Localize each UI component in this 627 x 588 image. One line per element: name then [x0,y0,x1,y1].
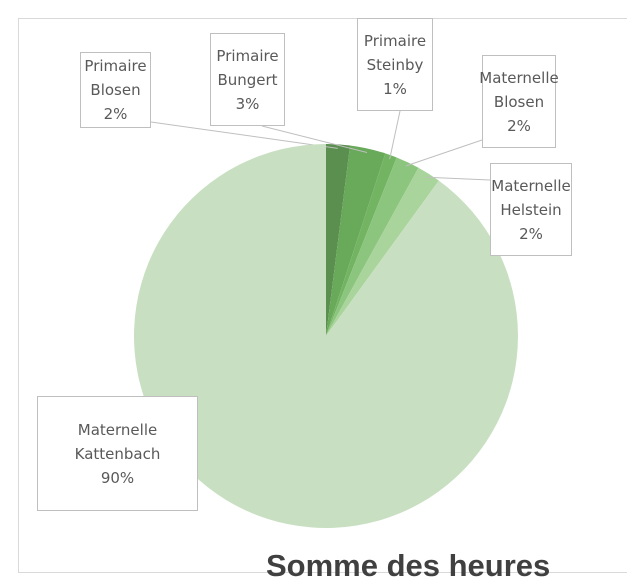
label-category: Maternelle Blosen [479,68,559,111]
label-category: Primaire Steinby [363,31,427,74]
label-value: 2% [519,224,543,243]
label-category: Maternelle Kattenbach [74,420,161,463]
leader-line [389,110,401,160]
label-category: Primaire Bungert [216,46,279,89]
data-label: Maternelle Kattenbach 90% [37,396,198,511]
label-value: 1% [383,79,407,98]
leader-line [261,125,368,154]
label-value: 90% [100,468,135,487]
leader-line [426,176,491,181]
chart-title: Somme des heures [266,548,551,583]
label-value: 2% [507,116,531,135]
chart-frame [18,18,627,573]
label-value: 3% [235,94,260,113]
label-value: 2% [103,105,128,123]
label-category: Maternelle Helstein [491,176,571,219]
leader-line [405,139,483,167]
data-label: Primaire Blosen 2% [80,52,151,128]
pie-slice [326,144,351,336]
pie-slice [326,153,397,336]
leader-line [150,121,338,149]
data-label: Primaire Steinby 1% [357,18,433,111]
data-label: Maternelle Helstein 2% [490,163,572,256]
label-category: Primaire Blosen [84,57,147,99]
data-label: Maternelle Blosen 2% [479,55,559,148]
pie-slice [134,144,518,528]
data-label: Primaire Bungert 3% [210,33,285,126]
pie-slice [326,167,439,336]
pie-slice [326,145,386,336]
pie-slice [326,157,419,336]
